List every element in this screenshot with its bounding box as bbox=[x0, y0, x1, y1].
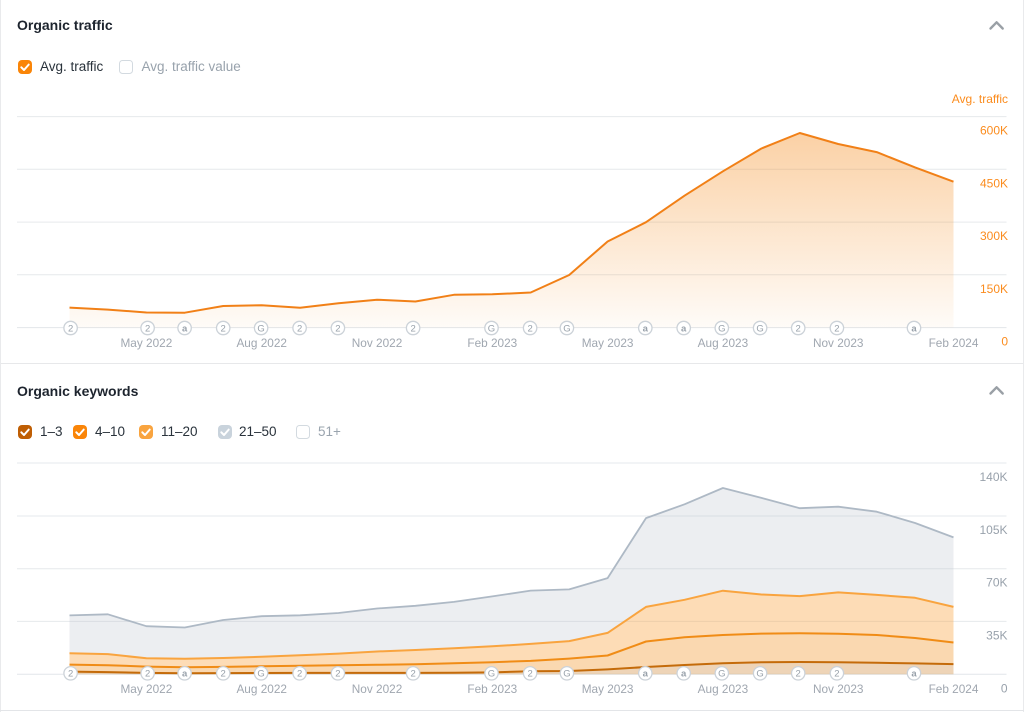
svg-text:May 2022: May 2022 bbox=[120, 682, 172, 696]
svg-text:a: a bbox=[643, 323, 649, 334]
svg-text:G: G bbox=[488, 323, 495, 334]
svg-text:2: 2 bbox=[221, 323, 226, 334]
svg-text:Nov 2022: Nov 2022 bbox=[352, 682, 403, 696]
svg-text:G: G bbox=[718, 323, 725, 334]
svg-text:150K: 150K bbox=[980, 282, 1008, 296]
svg-text:35K: 35K bbox=[986, 628, 1007, 642]
svg-text:Nov 2022: Nov 2022 bbox=[352, 336, 403, 350]
svg-text:105K: 105K bbox=[979, 523, 1007, 537]
svg-text:G: G bbox=[257, 669, 264, 680]
svg-text:Aug 2023: Aug 2023 bbox=[698, 336, 749, 350]
svg-text:0: 0 bbox=[1001, 335, 1008, 349]
svg-text:2: 2 bbox=[297, 669, 302, 680]
svg-text:2: 2 bbox=[527, 323, 532, 334]
svg-text:a: a bbox=[182, 669, 188, 680]
svg-text:2: 2 bbox=[796, 323, 801, 334]
svg-text:G: G bbox=[718, 669, 725, 680]
svg-text:May 2023: May 2023 bbox=[582, 682, 634, 696]
svg-text:2: 2 bbox=[834, 669, 839, 680]
svg-text:140K: 140K bbox=[979, 470, 1007, 484]
svg-text:2: 2 bbox=[796, 669, 801, 680]
svg-text:450K: 450K bbox=[980, 176, 1008, 190]
svg-text:0: 0 bbox=[1001, 681, 1008, 695]
svg-text:Feb 2024: Feb 2024 bbox=[929, 336, 979, 350]
svg-text:a: a bbox=[182, 323, 188, 334]
svg-text:G: G bbox=[563, 323, 570, 334]
svg-text:May 2023: May 2023 bbox=[582, 336, 634, 350]
svg-text:2: 2 bbox=[221, 669, 226, 680]
svg-text:2: 2 bbox=[527, 669, 532, 680]
svg-text:Feb 2024: Feb 2024 bbox=[929, 682, 979, 696]
svg-text:G: G bbox=[756, 669, 763, 680]
svg-text:70K: 70K bbox=[986, 576, 1007, 590]
svg-text:Nov 2023: Nov 2023 bbox=[813, 682, 864, 696]
svg-text:a: a bbox=[911, 669, 917, 680]
svg-text:Feb 2023: Feb 2023 bbox=[467, 336, 517, 350]
svg-text:2: 2 bbox=[410, 323, 415, 334]
svg-text:Nov 2023: Nov 2023 bbox=[813, 336, 864, 350]
svg-text:May 2022: May 2022 bbox=[120, 336, 172, 350]
svg-text:2: 2 bbox=[297, 323, 302, 334]
svg-text:a: a bbox=[681, 323, 687, 334]
svg-text:Feb 2023: Feb 2023 bbox=[467, 682, 517, 696]
svg-text:a: a bbox=[681, 669, 687, 680]
svg-text:Aug 2023: Aug 2023 bbox=[698, 682, 749, 696]
svg-text:G: G bbox=[563, 669, 570, 680]
svg-text:G: G bbox=[257, 323, 264, 334]
svg-text:a: a bbox=[911, 323, 917, 334]
svg-text:2: 2 bbox=[834, 323, 839, 334]
svg-text:Avg. traffic: Avg. traffic bbox=[952, 92, 1008, 106]
svg-text:Aug 2022: Aug 2022 bbox=[236, 682, 287, 696]
svg-text:600K: 600K bbox=[980, 124, 1008, 138]
svg-text:300K: 300K bbox=[980, 229, 1008, 243]
svg-text:2: 2 bbox=[145, 323, 150, 334]
svg-text:2: 2 bbox=[68, 669, 73, 680]
svg-text:Aug 2022: Aug 2022 bbox=[236, 336, 287, 350]
svg-text:2: 2 bbox=[68, 323, 73, 334]
svg-text:2: 2 bbox=[145, 669, 150, 680]
svg-text:G: G bbox=[756, 323, 763, 334]
svg-text:G: G bbox=[488, 669, 495, 680]
svg-text:2: 2 bbox=[410, 669, 415, 680]
svg-text:2: 2 bbox=[335, 669, 340, 680]
svg-text:a: a bbox=[643, 669, 649, 680]
svg-text:2: 2 bbox=[335, 323, 340, 334]
